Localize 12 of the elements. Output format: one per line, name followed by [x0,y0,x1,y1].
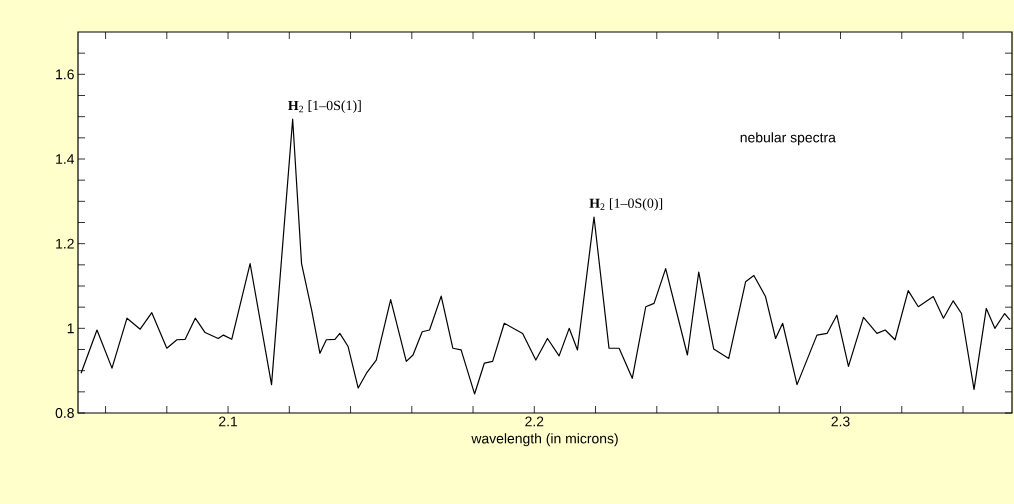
annotation: H$_{2}$ [1–0S(1)] [288,100,361,114]
annotation: nebular spectra [740,132,836,146]
y-tick-label: 1 [67,323,74,334]
x-tick-label: 2.3 [831,416,850,427]
y-tick-label: 0.8 [55,408,74,418]
x-tick-label: 2.2 [525,416,544,427]
annotation: H$_{2}$ [1–0S(0)] [589,198,663,211]
x-tick-label: 2.1 [219,416,238,427]
y-tick-label: 1.2 [56,238,74,249]
y-tick-label: 1.6 [56,69,74,80]
x-axis-title: wavelength (in microns) [471,433,618,447]
y-tick-label: 1.4 [56,154,75,164]
